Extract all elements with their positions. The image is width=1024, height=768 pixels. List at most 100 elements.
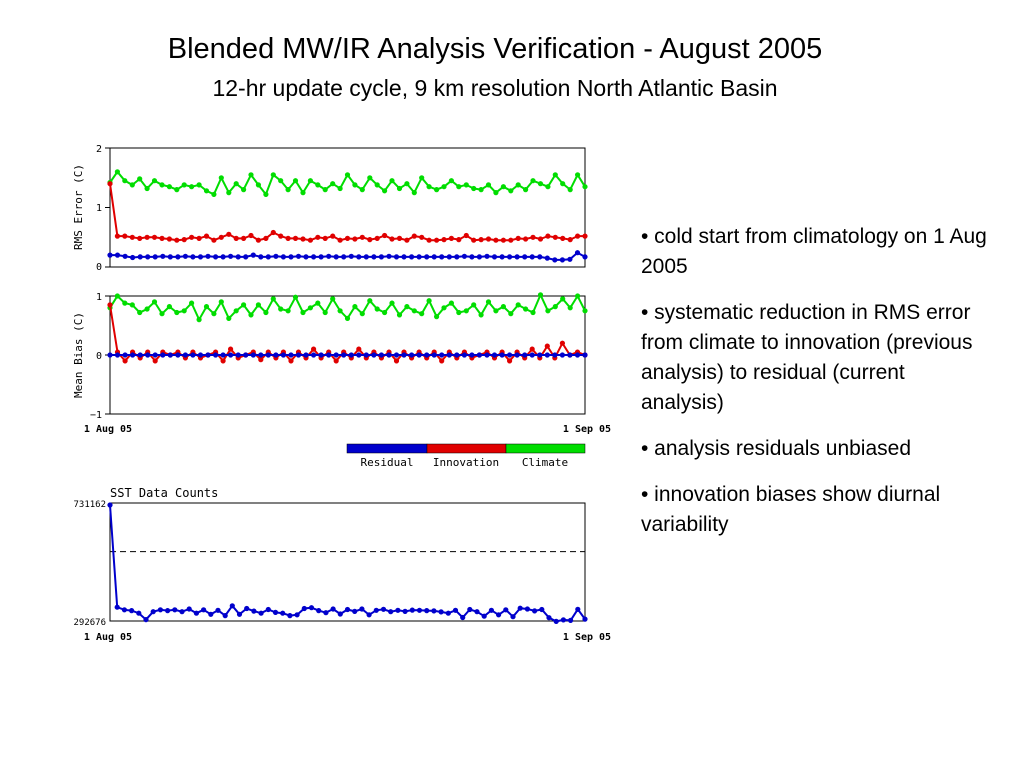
bias-point-residual [341,352,347,358]
rms-point-climate [530,178,536,184]
bias-point-residual [537,352,543,358]
bias-point-residual [190,352,196,358]
series-legend: Residual Innovation Climate [346,443,586,469]
rms-point-residual [484,253,490,259]
rms-point-innovation [456,237,462,243]
sst-point-sst-data-counts [567,617,574,624]
sst-point-sst-data-counts [258,610,264,616]
rms-point-residual [461,253,468,259]
rms-point-climate [574,172,581,178]
rms-point-residual [333,254,339,260]
legend-swatch-innovation [426,443,507,454]
sst-ytick-min: 292676 [73,618,106,628]
bias-point-residual [152,352,158,358]
rms-point-climate [478,187,484,193]
sst-point-sst-data-counts [431,608,437,614]
bias-point-climate [278,306,284,312]
bias-point-climate [359,311,365,317]
rms-point-residual [393,254,400,260]
sst-point-sst-data-counts [129,607,135,614]
rms-point-innovation [411,233,417,239]
sst-point-sst-data-counts [359,606,365,612]
bias-point-residual [409,352,415,358]
rms-point-innovation [463,232,469,239]
sst-point-sst-data-counts [121,607,127,613]
bias-point-residual [250,352,256,358]
rms-point-residual [386,253,392,259]
rms-point-innovation [315,234,321,240]
bias-point-residual [416,352,422,358]
sst-point-sst-data-counts [366,612,372,618]
bias-point-climate [307,305,314,311]
rms-point-climate [367,175,373,181]
rms-point-residual [582,254,588,260]
sst-point-sst-data-counts [496,612,502,618]
sst-point-sst-data-counts [337,611,343,617]
rms-point-climate [330,181,336,187]
sst-point-sst-data-counts [280,610,286,616]
bias-point-residual [454,352,460,358]
rms-point-innovation [552,234,558,240]
rms-point-residual [559,257,566,263]
sst-point-sst-data-counts [157,607,163,613]
rms-point-climate [226,190,232,196]
sst-ytick-max: 731162 [73,500,106,510]
bias-point-climate [344,315,351,322]
bias-point-climate [292,294,299,300]
bias-point-climate [322,309,328,316]
rms-point-residual [326,253,332,259]
bias-point-climate [471,302,477,308]
rms-point-climate [404,181,410,187]
bias-point-residual [431,352,437,358]
rms-point-innovation [567,237,573,243]
bias-series-group [107,292,588,364]
bias-point-climate [122,300,128,306]
bias-point-climate [218,299,224,305]
rms-point-climate [456,184,462,190]
bias-point-residual [213,352,219,358]
sst-point-sst-data-counts [467,606,473,613]
rms-point-climate [359,187,365,193]
sst-point-sst-data-counts [136,610,142,616]
bias-point-residual [258,352,264,358]
rms-point-residual [107,252,113,258]
rms-point-climate [114,169,120,175]
rms-point-innovation [448,235,455,241]
bias-point-climate [144,306,150,312]
sst-point-sst-data-counts [107,502,113,508]
bias-point-climate [330,296,336,302]
rms-point-innovation [382,232,388,239]
sst-point-sst-data-counts [510,614,516,620]
rms-point-innovation [300,236,306,242]
rms-point-climate [255,182,262,188]
rms-point-innovation [248,232,254,239]
bias-point-climate [211,311,217,317]
bias-point-residual [197,352,204,358]
rms-point-climate [552,172,558,178]
bias-ytick-1: 0 [96,351,102,362]
bias-point-residual [326,352,332,358]
rms-point-innovation [226,231,232,237]
sst-point-sst-data-counts [165,607,171,614]
bias-point-climate [441,305,447,311]
bias-point-innovation [107,302,113,308]
rms-point-climate [189,184,195,190]
rms-point-climate [248,172,254,178]
rms-point-innovation [241,235,247,241]
rms-point-residual [220,254,226,260]
rms-point-innovation [471,237,477,243]
rms-point-climate [500,184,507,190]
bias-point-climate [196,317,202,323]
legend-label-residual: Residual [361,456,414,469]
rms-point-residual [431,254,437,260]
sst-counts-chart: SST Data Counts 731162 292676 1 Aug 05 1… [73,486,611,643]
sst-point-sst-data-counts [481,613,487,619]
rms-point-innovation [419,234,425,240]
sst-point-sst-data-counts [114,604,120,610]
rms-point-innovation [396,235,403,241]
bias-point-climate [426,298,432,304]
bias-point-residual [235,352,241,358]
rms-point-innovation [441,237,447,243]
bias-ytick-0: −1 [90,410,102,421]
rms-ytick-2: 2 [96,144,102,155]
